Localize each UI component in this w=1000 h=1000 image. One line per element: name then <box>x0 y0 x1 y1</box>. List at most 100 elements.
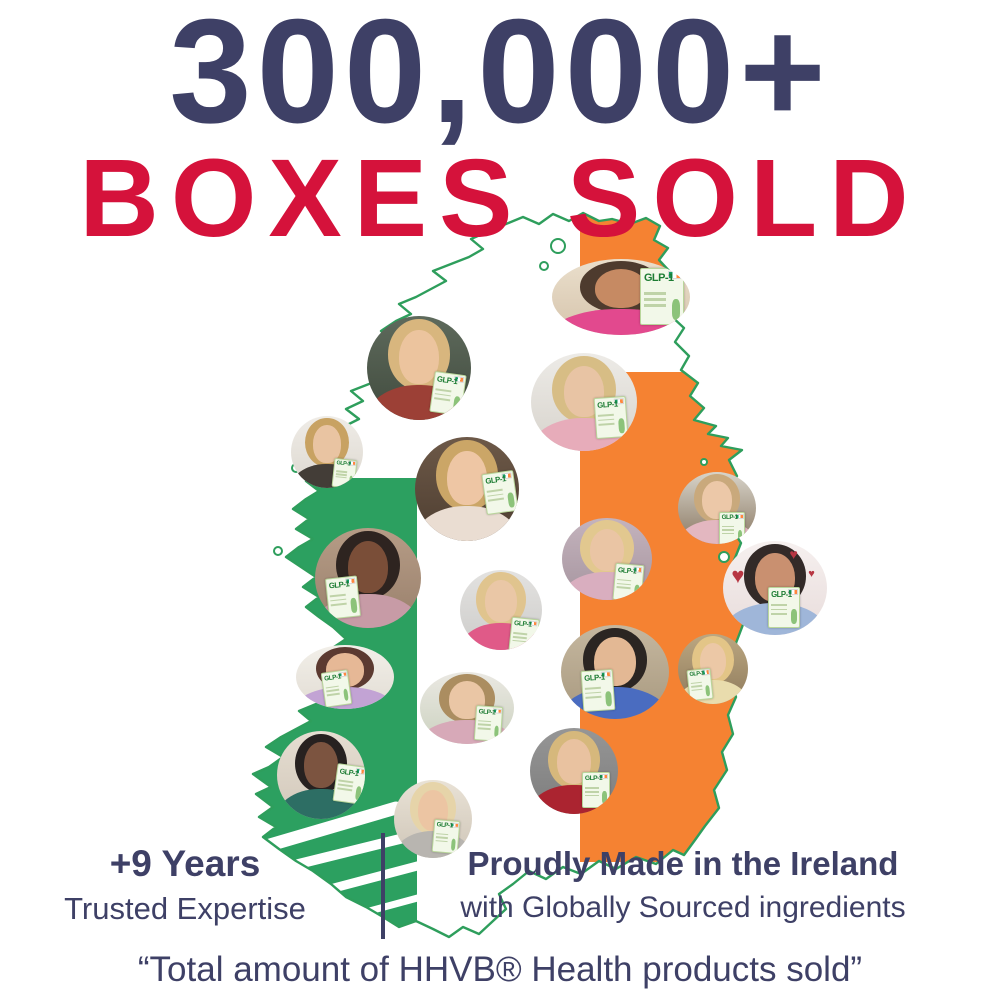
box-text-line <box>435 392 451 397</box>
figure-silhouette-icon <box>342 688 349 702</box>
face <box>313 425 341 463</box>
box-text-line <box>435 836 449 840</box>
product-box-label: GLP-1 <box>596 399 618 411</box>
figure-silhouette-icon <box>618 418 625 434</box>
box-text-line <box>337 787 353 791</box>
figure-silhouette-icon <box>705 684 711 697</box>
heart-icon: ♥ <box>808 568 815 581</box>
box-text-line <box>691 688 703 691</box>
box-text-line <box>338 779 354 784</box>
customer-photo-smiling-cream: GLP-1 <box>415 437 519 541</box>
figure-silhouette-icon <box>602 791 607 805</box>
box-text-line <box>477 727 491 730</box>
stat-made-title: Proudly Made in the Ireland <box>467 845 899 882</box>
box-text-line <box>598 414 614 418</box>
box-text-line <box>644 292 667 295</box>
customer-photo-kitchen-girl: GLP-1 <box>678 472 756 544</box>
irish-flag-icon <box>788 588 799 596</box>
box-text-line <box>585 794 599 797</box>
box-text-line <box>436 833 449 836</box>
box-text-line <box>512 635 527 639</box>
box-text-line <box>771 608 787 611</box>
product-box-label: GLP-1 <box>721 514 738 522</box>
product-box-label: GLP-1 <box>689 670 705 679</box>
customer-photo-mauve-knit: GLP-1 <box>315 528 421 628</box>
customer-photo-lilac-lady: GLP-1 <box>296 645 394 709</box>
product-box: GLP-1 <box>324 575 362 620</box>
figure-silhouette-icon <box>350 597 358 614</box>
customer-photo-big-smile: GLP-1 <box>277 731 365 819</box>
stat-years-subtitle: Trusted Expertise <box>64 891 306 926</box>
product-box: GLP-1 <box>582 772 610 808</box>
product-box-label: GLP-1 <box>584 774 603 782</box>
product-box: GLP-1 <box>719 512 745 544</box>
product-box: GLP-1 <box>320 669 353 708</box>
figure-silhouette-icon <box>633 584 640 599</box>
irish-flag-icon <box>735 513 744 520</box>
box-text-line <box>721 529 735 531</box>
box-text-line <box>598 418 615 422</box>
product-box: GLP-1 <box>768 587 800 628</box>
product-box-label: GLP-1 <box>643 272 674 285</box>
box-text-line <box>330 594 346 598</box>
product-box-label: GLP-1 <box>328 579 350 591</box>
figure-silhouette-icon <box>528 638 535 650</box>
headline-boxes-sold: BOXES SOLD <box>79 137 921 260</box>
figure-silhouette-icon <box>354 786 362 801</box>
product-box-label: GLP-1 <box>478 707 496 717</box>
box-text-line <box>585 787 599 789</box>
customer-photo-glasses-pink: GLP-1 <box>552 259 690 335</box>
face <box>447 450 487 505</box>
customer-photo-ponytail-pink: GLP-1 <box>420 672 514 744</box>
customer-photo-red-lips: GLP-1 <box>394 780 472 858</box>
box-text-line <box>644 298 667 301</box>
stat-made-in-ireland-block: Proudly Made in the Ireland with Globall… <box>433 847 933 923</box>
product-box: GLP-1 <box>473 705 504 742</box>
box-text-line <box>435 388 452 393</box>
customer-photo-mall-pink: GLP-1 <box>460 570 542 650</box>
box-text-line <box>335 476 347 479</box>
product-box: GLP-1 <box>481 469 519 516</box>
box-text-line <box>644 304 667 307</box>
box-text-line <box>335 470 347 473</box>
face <box>594 268 648 309</box>
product-box: GLP-1 <box>332 763 365 805</box>
box-text-line <box>721 526 735 528</box>
product-box-label: GLP-1 <box>583 672 605 684</box>
divider-line <box>381 833 385 939</box>
box-text-line <box>326 692 340 696</box>
box-text-line <box>771 612 787 615</box>
box-text-line <box>585 791 599 793</box>
product-box: GLP-1 <box>686 667 714 702</box>
footnote-quote: “Total amount of HHVB® Health products s… <box>137 950 863 989</box>
box-text-line <box>616 582 632 586</box>
box-text-line <box>585 687 601 691</box>
box-text-line <box>585 695 602 699</box>
stat-years-block: +9 Years Trusted Expertise <box>35 845 335 924</box>
product-box: GLP-1 <box>429 370 467 417</box>
figure-silhouette-icon <box>737 529 743 542</box>
box-text-line <box>435 839 448 843</box>
figure-silhouette-icon <box>791 609 797 624</box>
figure-silhouette-icon <box>493 725 499 739</box>
product-box-label: GLP-1 <box>513 619 532 629</box>
product-box-label: GLP-1 <box>436 821 453 830</box>
figure-silhouette-icon <box>672 298 680 320</box>
product-box: GLP-1 <box>612 562 645 600</box>
product-box-label: GLP-1 <box>336 460 351 468</box>
box-text-line <box>771 604 787 607</box>
customer-photo-blonde-maroon: GLP-1 <box>367 316 471 420</box>
heart-icon: ♥ <box>731 563 745 589</box>
headline-count: 300,000+ <box>169 0 831 154</box>
box-text-line <box>487 493 504 498</box>
product-box-label: GLP-1 <box>339 766 360 778</box>
box-text-line <box>478 720 492 723</box>
customer-photo-scarf-blonde: GLP-1 <box>531 353 637 451</box>
irish-flag-icon <box>599 773 609 780</box>
product-box-label: GLP-1 <box>436 374 458 387</box>
customer-photo-blue-top: GLP-1 <box>561 625 669 719</box>
box-text-line <box>512 639 527 643</box>
box-text-line <box>488 497 504 502</box>
